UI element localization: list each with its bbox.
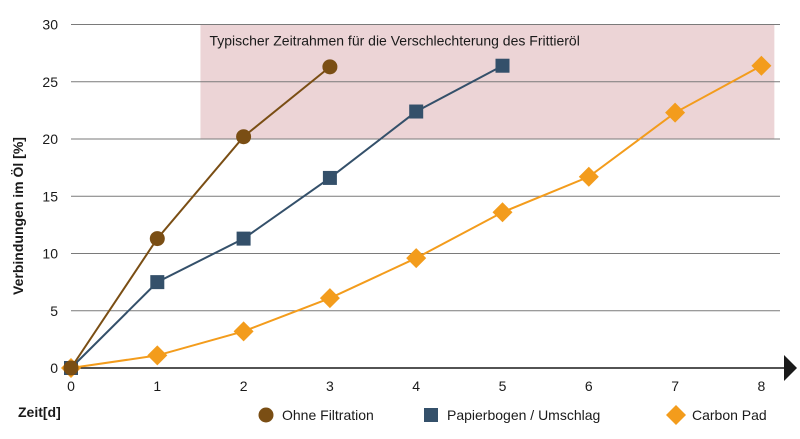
x-tick-label-5: 5 (499, 378, 507, 394)
legend-item-papierbogen-umschlag: Papierbogen / Umschlag (424, 407, 600, 423)
data-point-carbon-pad-4 (406, 248, 427, 269)
series (61, 55, 772, 378)
data-point-carbon-pad-5 (492, 202, 513, 223)
y-tick-labels: 0 5 10 15 20 25 30 (42, 17, 58, 377)
legend-label-carbon-pad: Carbon Pad (692, 407, 767, 423)
y-tick-label-30: 30 (42, 17, 58, 33)
legend-item-ohne-filtration: Ohne Filtration (258, 407, 374, 423)
legend-item-carbon-pad: Carbon Pad (666, 405, 767, 425)
data-point-ohne-filtration-3 (322, 59, 338, 75)
x-tick-label-4: 4 (412, 378, 420, 394)
y-tick-label-10: 10 (42, 246, 58, 262)
data-point-ohne-filtration-2 (236, 129, 252, 145)
legend: Ohne Filtration Papierbogen / Umschlag Car… (258, 405, 767, 425)
y-tick-label-25: 25 (42, 74, 58, 90)
legend-marker-ohne-filtration (258, 407, 274, 423)
series-line-ohne-filtration (70, 66, 331, 369)
data-point-carbon-pad-8 (751, 55, 772, 76)
x-axis-title: Zeit[d] (18, 404, 61, 420)
data-point-papierbogen-umschlag-4 (409, 104, 424, 119)
x-axis-arrow-icon (784, 355, 797, 381)
x-tick-label-1: 1 (153, 378, 161, 394)
data-point-carbon-pad-1 (147, 345, 168, 366)
legend-label-ohne-filtration: Ohne Filtration (282, 407, 374, 423)
x-tick-label-7: 7 (671, 378, 679, 394)
y-tick-label-20: 20 (42, 131, 58, 147)
data-point-carbon-pad-2 (233, 321, 254, 342)
legend-marker-papierbogen-umschlag (424, 408, 438, 422)
series-ohne-filtration (63, 59, 338, 376)
data-point-papierbogen-umschlag-2 (236, 231, 251, 246)
data-point-papierbogen-umschlag-5 (495, 58, 510, 73)
legend-label-papierbogen-umschlag: Papierbogen / Umschlag (447, 407, 600, 423)
legend-marker-carbon-pad (666, 405, 686, 425)
x-tick-label-2: 2 (240, 378, 248, 394)
data-point-carbon-pad-7 (665, 102, 686, 123)
y-tick-label-5: 5 (50, 303, 58, 319)
data-point-carbon-pad-6 (578, 166, 599, 187)
data-point-ohne-filtration-0 (63, 360, 79, 376)
series-line-papierbogen-umschlag (70, 64, 503, 369)
x-tick-label-3: 3 (326, 378, 334, 394)
axes (71, 355, 797, 381)
data-point-ohne-filtration-1 (149, 231, 165, 247)
x-tick-labels: 0 1 2 3 4 5 6 7 8 (67, 378, 765, 394)
x-tick-label-8: 8 (758, 378, 766, 394)
data-point-papierbogen-umschlag-3 (322, 170, 337, 185)
y-tick-label-0: 0 (50, 360, 58, 376)
data-point-papierbogen-umschlag-1 (150, 275, 165, 290)
y-axis-title: Verbindungen im Öl [%] (10, 137, 26, 295)
x-tick-label-6: 6 (585, 378, 593, 394)
data-point-carbon-pad-3 (319, 288, 340, 309)
y-tick-label-15: 15 (42, 188, 58, 204)
x-tick-label-0: 0 (67, 378, 75, 394)
annotation-label: Typischer Zeitrahmen für die Verschlecht… (209, 33, 579, 49)
